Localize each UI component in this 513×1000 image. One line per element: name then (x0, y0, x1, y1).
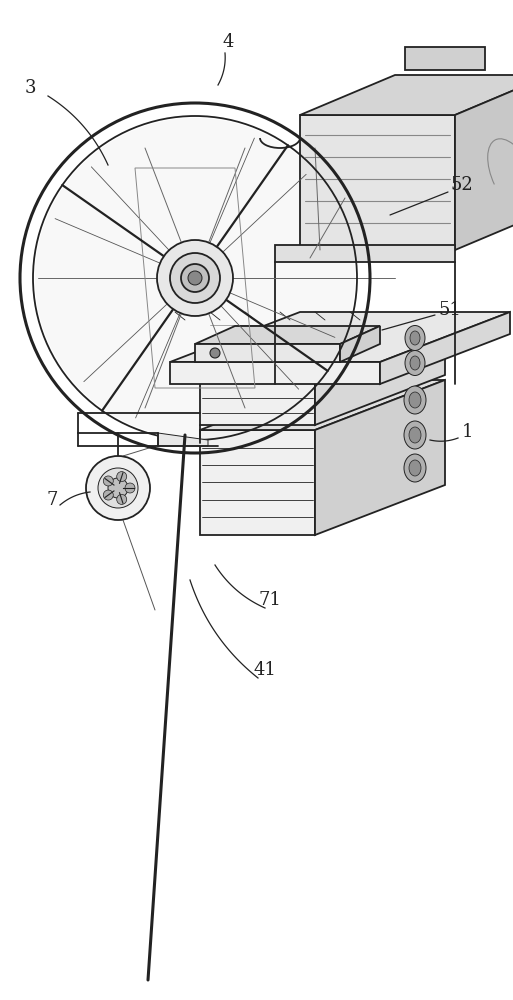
Text: 1: 1 (462, 423, 473, 441)
Text: 52: 52 (450, 176, 473, 194)
Text: 7: 7 (46, 491, 57, 509)
Circle shape (86, 456, 150, 520)
Polygon shape (200, 430, 315, 535)
Circle shape (181, 264, 209, 292)
Circle shape (103, 490, 113, 500)
Polygon shape (200, 320, 445, 370)
Polygon shape (195, 344, 340, 362)
Polygon shape (455, 75, 513, 250)
Ellipse shape (404, 454, 426, 482)
Circle shape (117, 494, 127, 504)
Ellipse shape (409, 427, 421, 443)
Polygon shape (380, 312, 510, 384)
Ellipse shape (409, 392, 421, 408)
Polygon shape (170, 312, 510, 362)
Polygon shape (300, 75, 513, 115)
Circle shape (98, 468, 138, 508)
Ellipse shape (405, 351, 425, 375)
Circle shape (117, 472, 127, 482)
Polygon shape (195, 326, 380, 344)
Polygon shape (200, 380, 445, 430)
Circle shape (35, 118, 355, 438)
Polygon shape (170, 362, 380, 384)
Polygon shape (405, 47, 485, 70)
Polygon shape (315, 380, 445, 535)
Ellipse shape (405, 326, 425, 351)
Circle shape (170, 253, 220, 303)
Circle shape (157, 240, 233, 316)
Circle shape (108, 478, 128, 498)
Polygon shape (200, 370, 315, 425)
Circle shape (210, 348, 220, 358)
Polygon shape (315, 320, 445, 425)
Text: 3: 3 (24, 79, 36, 97)
Ellipse shape (409, 460, 421, 476)
Polygon shape (300, 115, 455, 250)
Circle shape (188, 271, 202, 285)
Text: 41: 41 (253, 661, 277, 679)
Circle shape (125, 483, 135, 493)
Polygon shape (340, 326, 380, 362)
Text: 51: 51 (439, 301, 461, 319)
Polygon shape (158, 433, 208, 446)
Ellipse shape (404, 421, 426, 449)
Ellipse shape (410, 331, 420, 345)
Circle shape (103, 476, 113, 486)
Ellipse shape (410, 356, 420, 370)
Text: 4: 4 (222, 33, 234, 51)
Ellipse shape (404, 386, 426, 414)
Text: 71: 71 (259, 591, 282, 609)
Polygon shape (275, 245, 455, 262)
